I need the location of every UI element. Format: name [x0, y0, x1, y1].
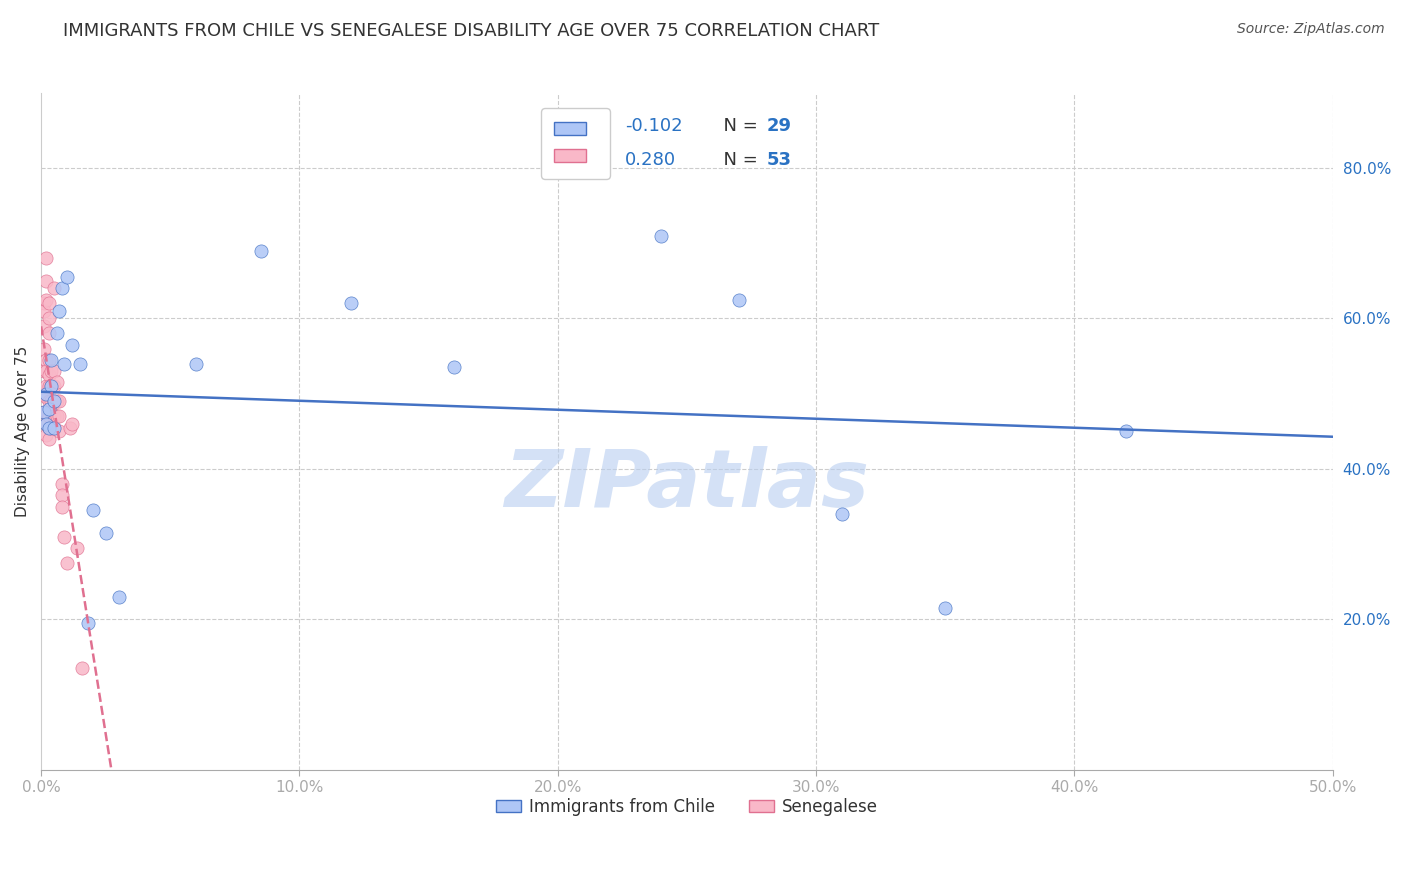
Point — [42, 394, 65, 409]
Point — [32, 342, 55, 356]
Point — [48, 409, 70, 424]
Point — [58, 420, 80, 434]
Point — [48, 394, 70, 409]
Text: 53: 53 — [768, 152, 792, 169]
Point — [1115, 425, 1137, 439]
Point — [51, 477, 73, 491]
Point — [60, 417, 83, 431]
Point — [41, 379, 63, 393]
Point — [32, 405, 55, 419]
Point — [53, 530, 76, 544]
Point — [41, 379, 63, 393]
Point — [38, 420, 60, 434]
Point — [35, 379, 58, 393]
Point — [38, 311, 60, 326]
Point — [41, 364, 63, 378]
Point — [831, 507, 853, 521]
Point — [72, 661, 94, 675]
Point — [48, 425, 70, 439]
Point — [38, 432, 60, 446]
Point — [38, 394, 60, 409]
Point — [41, 394, 63, 409]
Point — [38, 368, 60, 382]
Point — [38, 409, 60, 424]
Point — [32, 386, 55, 401]
Point — [42, 379, 65, 393]
Point — [38, 326, 60, 341]
Point — [32, 318, 55, 333]
Point — [53, 357, 76, 371]
Point — [35, 391, 58, 405]
Point — [48, 304, 70, 318]
Point — [69, 357, 91, 371]
Text: IMMIGRANTS FROM CHILE VS SENEGALESE DISABILITY AGE OVER 75 CORRELATION CHART: IMMIGRANTS FROM CHILE VS SENEGALESE DISA… — [63, 22, 880, 40]
Point — [45, 394, 67, 409]
Text: ZIPatlas: ZIPatlas — [505, 447, 869, 524]
Point — [107, 590, 129, 604]
Point — [38, 352, 60, 367]
Point — [38, 420, 60, 434]
Text: R =: R = — [562, 152, 602, 169]
Text: R =: R = — [562, 117, 602, 135]
Point — [727, 293, 749, 307]
Point — [94, 525, 117, 540]
Point — [249, 244, 271, 258]
Point — [35, 417, 58, 431]
Point — [42, 281, 65, 295]
Point — [35, 417, 58, 431]
Point — [60, 337, 83, 351]
Point — [38, 401, 60, 416]
Y-axis label: Disability Age Over 75: Disability Age Over 75 — [15, 346, 30, 517]
Legend: Immigrants from Chile, Senegalese: Immigrants from Chile, Senegalese — [489, 791, 884, 822]
Point — [41, 420, 63, 434]
Point — [35, 293, 58, 307]
Point — [42, 394, 65, 409]
Point — [41, 405, 63, 419]
Point — [51, 488, 73, 502]
Point — [42, 420, 65, 434]
Point — [35, 386, 58, 401]
Point — [35, 352, 58, 367]
Point — [934, 601, 956, 615]
Point — [443, 360, 465, 375]
Text: 29: 29 — [768, 117, 792, 135]
Point — [66, 541, 89, 555]
Point — [42, 364, 65, 378]
Point — [38, 296, 60, 310]
Point — [76, 616, 98, 631]
Point — [32, 405, 55, 419]
Point — [41, 352, 63, 367]
Point — [42, 420, 65, 434]
Point — [35, 251, 58, 265]
Point — [45, 376, 67, 390]
Point — [56, 556, 79, 570]
Point — [32, 304, 55, 318]
Point — [184, 357, 207, 371]
Point — [35, 274, 58, 288]
Point — [51, 500, 73, 514]
Text: Source: ZipAtlas.com: Source: ZipAtlas.com — [1237, 22, 1385, 37]
Point — [32, 364, 55, 378]
Point — [51, 281, 73, 295]
Point — [35, 428, 58, 442]
Point — [32, 296, 55, 310]
Text: N =: N = — [711, 117, 763, 135]
Text: 0.280: 0.280 — [626, 152, 676, 169]
Point — [45, 409, 67, 424]
Text: N =: N = — [711, 152, 763, 169]
Text: -0.102: -0.102 — [626, 117, 682, 135]
Point — [45, 326, 67, 341]
Point — [340, 296, 363, 310]
Point — [82, 503, 104, 517]
Point — [650, 228, 672, 243]
Point — [56, 270, 79, 285]
Point — [35, 405, 58, 419]
Point — [42, 409, 65, 424]
Point — [35, 364, 58, 378]
Point — [38, 379, 60, 393]
